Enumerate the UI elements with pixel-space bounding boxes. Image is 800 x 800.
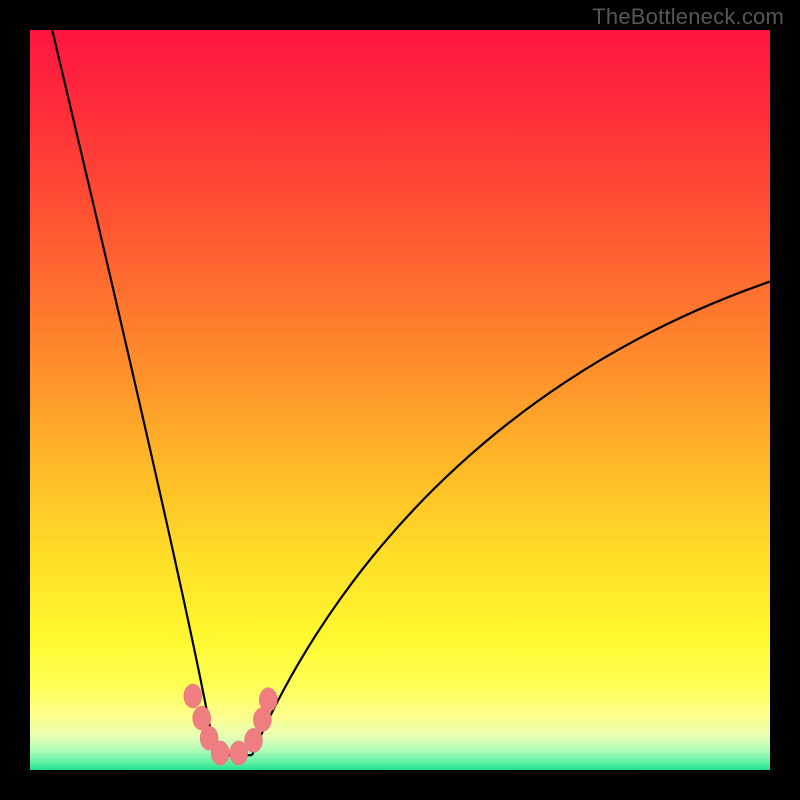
chart-svg <box>30 30 770 770</box>
chart-plot-area <box>30 30 770 770</box>
watermark-text: TheBottleneck.com <box>592 4 784 30</box>
gradient-background <box>30 30 770 770</box>
marker-point <box>244 728 262 752</box>
marker-point <box>211 741 229 765</box>
marker-point <box>259 688 277 712</box>
marker-point <box>184 684 202 708</box>
